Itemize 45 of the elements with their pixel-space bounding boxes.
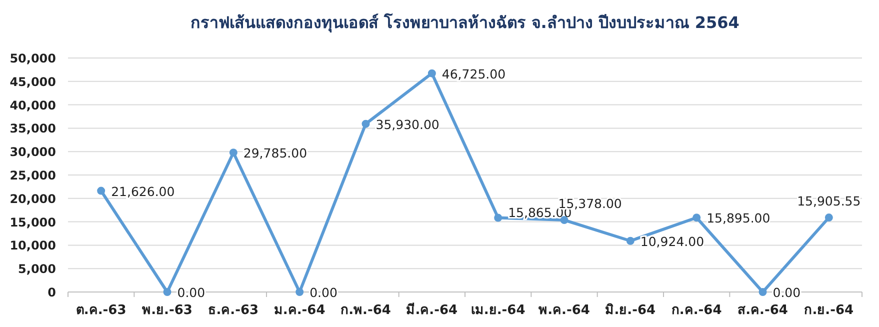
data-label: 35,930.00 <box>376 116 440 132</box>
x-tick-label: พ.ค.-64 <box>538 303 590 318</box>
point <box>229 148 238 157</box>
y-tick-label: 50,000 <box>10 52 56 66</box>
x-tick-label: ส.ค.-64 <box>738 303 788 318</box>
chart-title: กราฟเส้นแสดงกองทุนเอดส์ โรงพยาบาลห้างฉัตร จ.ลำปาง ปีงบประมาณ 2564 <box>190 12 740 33</box>
x-tick-label: ก.ค.-64 <box>671 303 722 318</box>
data-label: 0.00 <box>310 285 338 300</box>
point <box>494 214 502 222</box>
y-tick-label: 5,000 <box>18 262 56 276</box>
data-label: 0.00 <box>772 285 801 300</box>
y-tick-label: 10,000 <box>10 238 56 253</box>
x-tick-label: เม.ย.-64 <box>470 303 526 318</box>
point <box>758 288 767 296</box>
point <box>626 236 634 245</box>
data-label: 0.00 <box>177 285 206 300</box>
y-tick-label: 15,000 <box>10 215 56 230</box>
data-label: 15,895.00 <box>706 210 770 226</box>
x-tick-label: มิ.ย.-64 <box>605 303 656 318</box>
data-label: 29,785.00 <box>243 146 308 161</box>
data-label: 21,626.00 <box>111 184 175 199</box>
data-label: 15,905.55 <box>797 194 861 209</box>
data-label: 46,725.00 <box>442 66 506 82</box>
y-tick-label: 30,000 <box>10 145 56 160</box>
x-tick-label: ก.พ.-64 <box>340 303 391 318</box>
y-tick-label: 45,000 <box>10 74 56 89</box>
y-tick-label: 25,000 <box>10 168 56 182</box>
x-tick-label: มี.ค.-64 <box>406 302 458 318</box>
y-tick-label: 40,000 <box>10 98 56 112</box>
point <box>97 186 106 195</box>
y-tick-label: 35,000 <box>10 122 56 136</box>
point <box>362 120 370 128</box>
y-tick-label: 0 <box>48 286 56 300</box>
x-tick-label: พ.ย.-63 <box>142 303 192 318</box>
point <box>296 288 304 296</box>
point <box>428 69 436 78</box>
point <box>692 214 701 222</box>
data-label: 10,924.00 <box>640 234 704 249</box>
y-tick-label: 20,000 <box>10 192 56 206</box>
x-tick-label: ต.ค.-63 <box>76 303 126 318</box>
point <box>163 288 172 296</box>
x-tick-label: ก.ย.-64 <box>804 303 854 318</box>
x-tick-label: ธ.ค.-63 <box>208 303 259 318</box>
x-tick-label: ม.ค.-64 <box>274 303 326 318</box>
point <box>824 214 833 222</box>
